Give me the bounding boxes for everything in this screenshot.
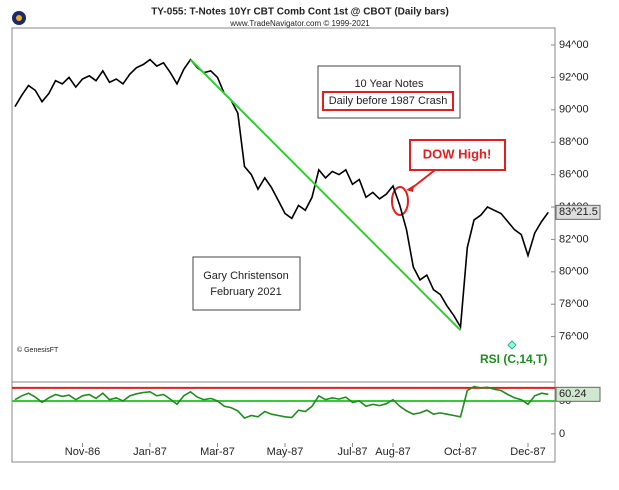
chart-subtitle: www.TradeNavigator.com © 1999-2021 [229, 19, 370, 28]
highlight-box [322, 91, 454, 111]
x-tick-label: Dec-87 [510, 446, 545, 458]
annotation: DOW High! [423, 146, 492, 161]
series-line [14, 58, 549, 330]
y-tick-label: 78^00 [559, 298, 589, 310]
indicator-label: RSI (C,14,T) [480, 352, 547, 366]
highlight-ellipse [391, 186, 409, 216]
y-tick-label: 82^00 [559, 233, 589, 245]
x-tick-label: May-87 [267, 446, 304, 458]
arrow-head [406, 185, 414, 192]
value-label-box [555, 386, 601, 402]
x-tick-label: Jul-87 [338, 446, 368, 458]
value-label-box [555, 204, 601, 220]
annotation: © GenesisFT [17, 346, 59, 354]
y-tick-label: 88^00 [559, 136, 589, 148]
series-line [14, 385, 549, 420]
y-tick-label: 90^00 [559, 104, 589, 116]
note-box [192, 256, 301, 311]
value-label: 83^21.5 [559, 206, 598, 218]
x-tick-label: Jan-87 [133, 446, 167, 458]
chart-title: TY-055: T-Notes 10Yr CBT Comb Cont 1st @… [151, 7, 449, 18]
value-label: 60.24 [559, 388, 587, 400]
x-tick-label: Nov-86 [65, 446, 100, 458]
trend-line [189, 58, 462, 331]
x-tick-label: Aug-87 [375, 446, 410, 458]
y-tick-label: 86^00 [559, 169, 589, 181]
y-tick-label: 76^00 [559, 331, 589, 343]
annotation: February 2021 [210, 286, 282, 298]
annotation: Daily before 1987 Crash [329, 95, 448, 107]
logo-inner [16, 15, 22, 21]
callout-box [409, 139, 506, 171]
y-tick-label: 92^00 [559, 71, 589, 83]
x-tick-label: Oct-87 [444, 446, 477, 458]
x-tick-label: Mar-87 [200, 446, 235, 458]
annotation: Gary Christenson [203, 270, 289, 282]
y-tick-label: 0 [559, 428, 565, 440]
plot-frame [11, 27, 556, 463]
y-tick-label: 94^00 [559, 39, 589, 51]
y-tick-label: 80^00 [559, 266, 589, 278]
annotation: 10 Year Notes [354, 78, 424, 90]
callout-arrow [411, 169, 436, 189]
indicator-icon [507, 340, 517, 350]
